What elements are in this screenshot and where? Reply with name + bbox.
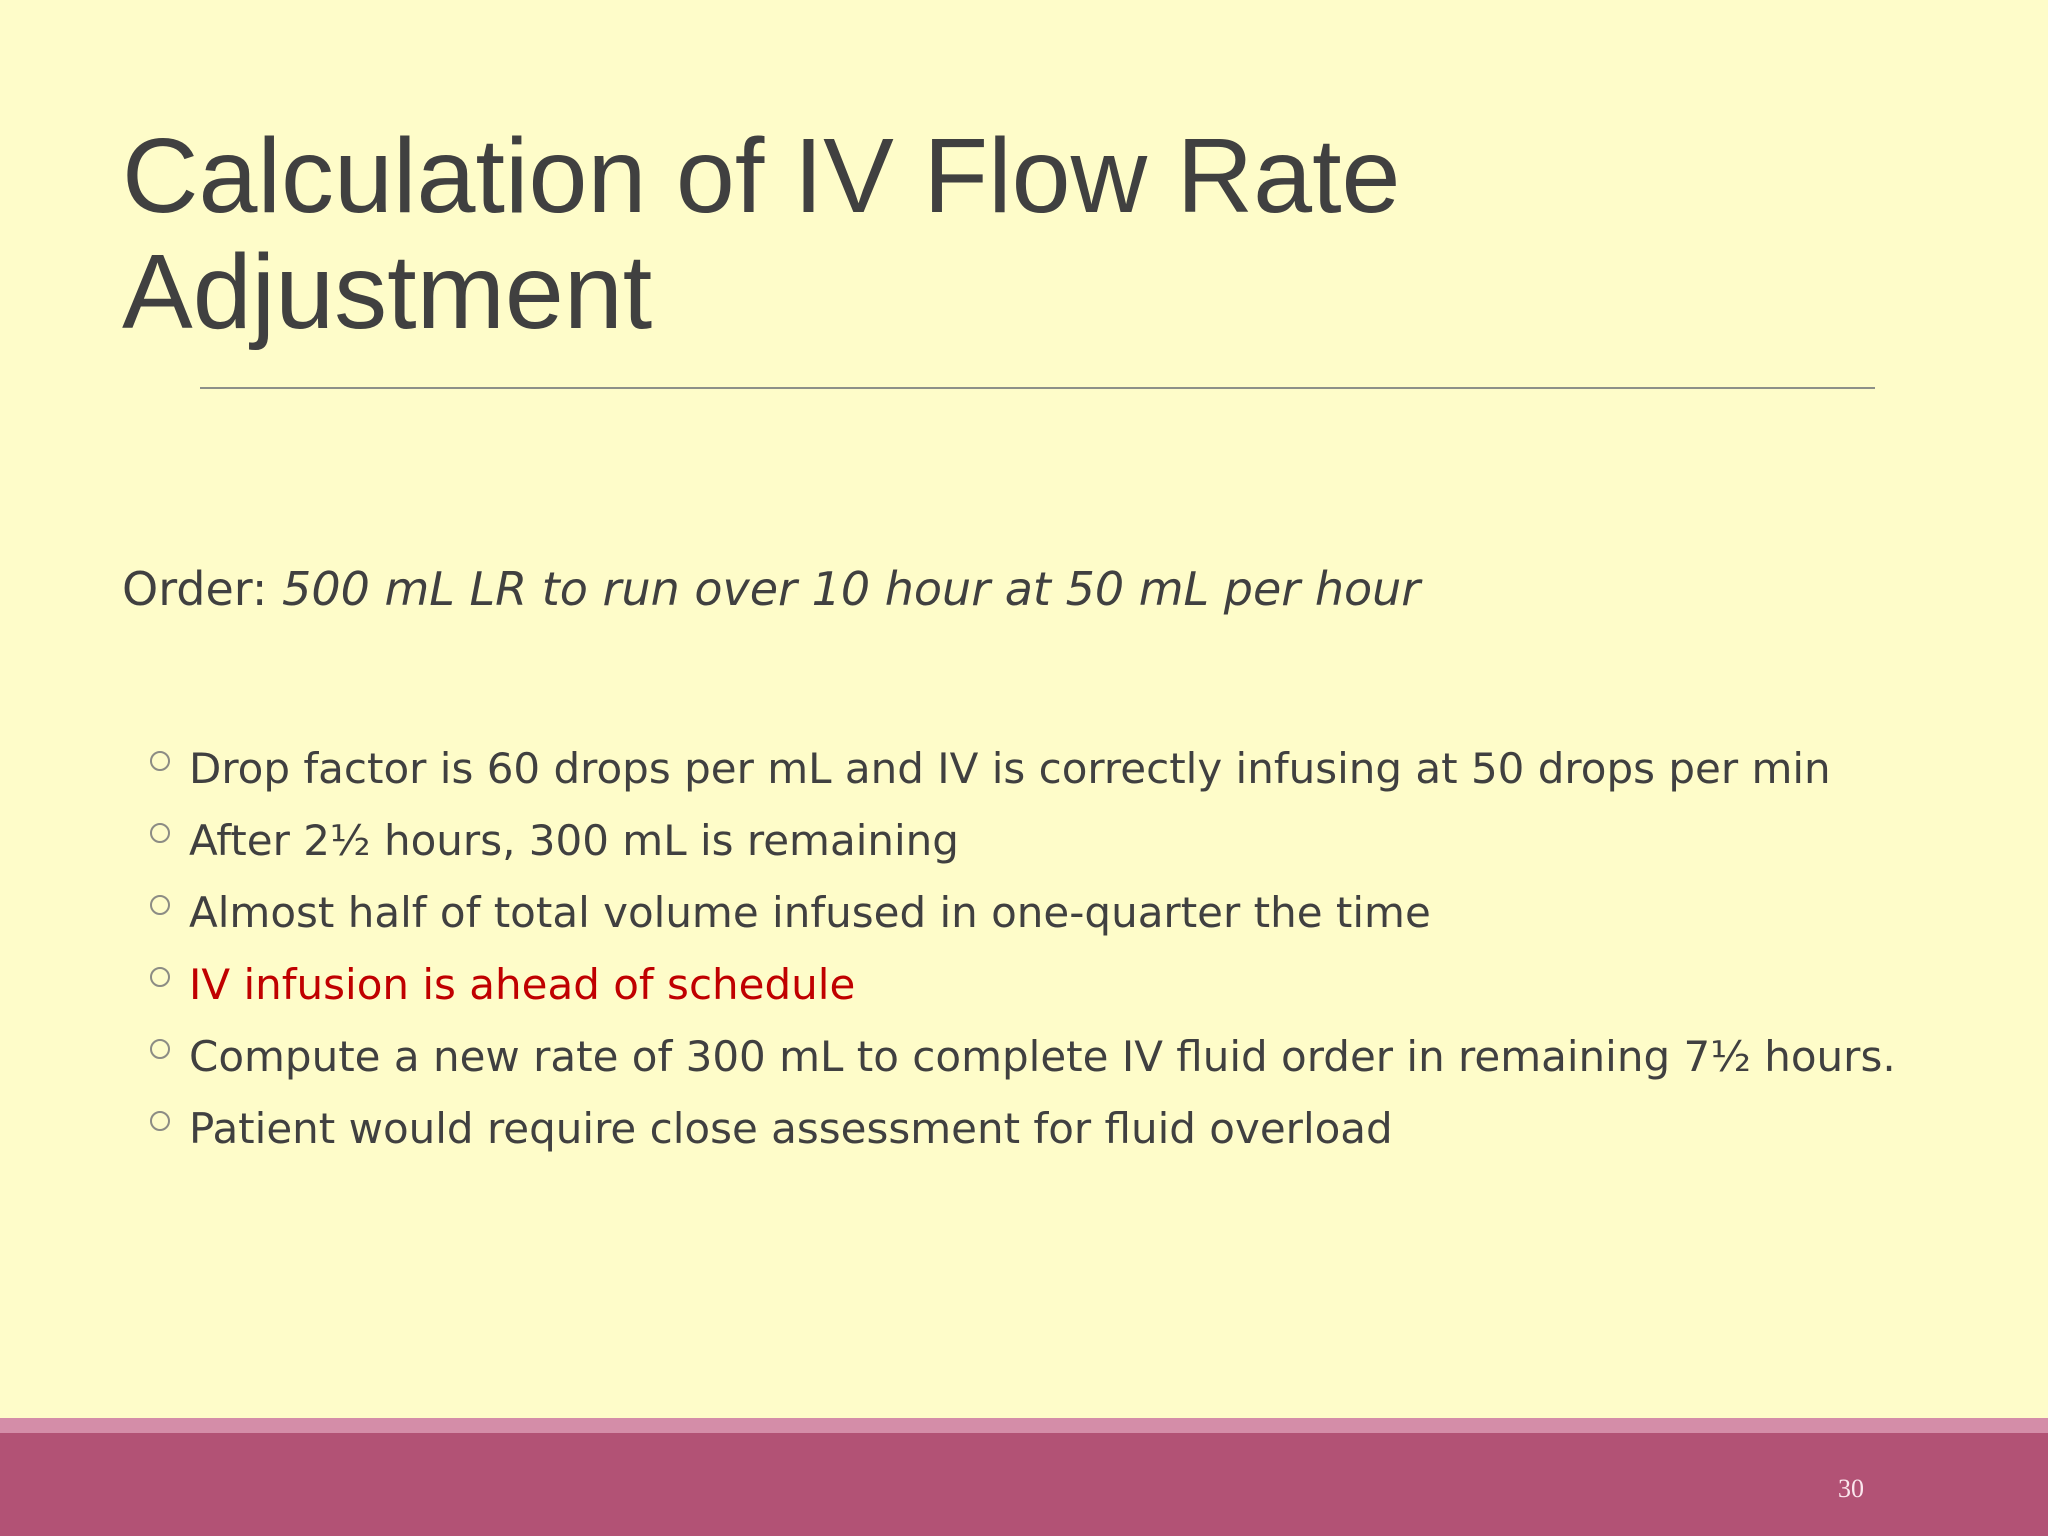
circle-bullet-icon — [150, 894, 170, 915]
bullet-text: Almost half of total volume infused in o… — [189, 888, 1431, 937]
circle-bullet-icon — [150, 822, 170, 843]
slide-title: Calculation of IV Flow Rate Adjustment — [122, 117, 1401, 351]
circle-bullet-icon — [150, 750, 170, 771]
list-item-highlighted: IV infusion is ahead of schedule — [150, 949, 1896, 1021]
circle-bullet-icon — [150, 1038, 170, 1059]
title-divider — [200, 387, 1875, 389]
order-label: Order: — [122, 562, 268, 616]
order-line: Order: 500 mL LR to run over 10 hour at … — [122, 558, 1420, 620]
list-item: Patient would require close assessment f… — [150, 1093, 1896, 1165]
order-detail: 500 mL LR to run over 10 hour at 50 mL p… — [282, 562, 1421, 616]
list-item: Compute a new rate of 300 mL to complete… — [150, 1021, 1896, 1093]
footer-accent-band — [0, 1418, 2048, 1433]
page-number: 30 — [1838, 1474, 1864, 1503]
bullet-text: After 2½ hours, 300 mL is remaining — [189, 816, 959, 865]
bullet-text: Drop factor is 60 drops per mL and IV is… — [189, 744, 1831, 793]
list-item: After 2½ hours, 300 mL is remaining — [150, 805, 1896, 877]
bullet-text: Compute a new rate of 300 mL to complete… — [189, 1032, 1896, 1081]
footer-band — [0, 1433, 2048, 1536]
list-item: Drop factor is 60 drops per mL and IV is… — [150, 733, 1896, 805]
bullet-text: Patient would require close assessment f… — [189, 1104, 1393, 1153]
list-item: Almost half of total volume infused in o… — [150, 877, 1896, 949]
bullet-list: Drop factor is 60 drops per mL and IV is… — [150, 733, 1896, 1165]
bullet-text: IV infusion is ahead of schedule — [189, 960, 856, 1009]
circle-bullet-icon — [150, 1110, 170, 1131]
circle-bullet-icon — [150, 966, 170, 987]
